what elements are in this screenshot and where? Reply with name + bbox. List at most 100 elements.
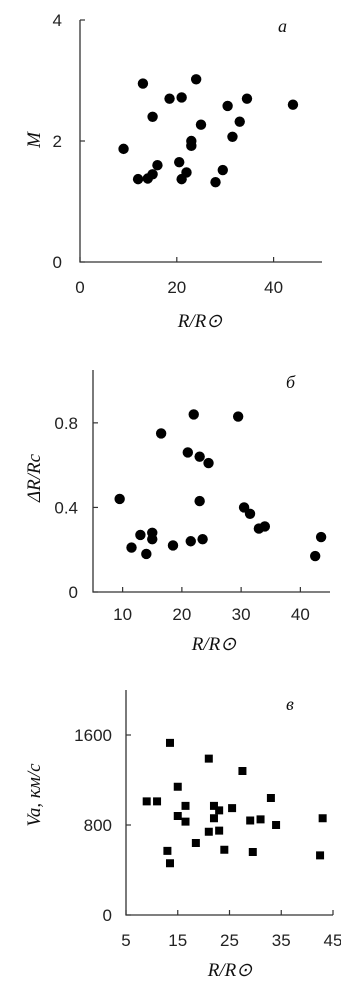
y-tick-label: 2 [53,132,62,151]
data-point [210,176,221,188]
data-point [182,447,193,458]
data-point [142,797,151,806]
data-point [316,851,325,860]
data-point [186,135,197,147]
panel-b-y-ticks: 0 0.4 0.8 [54,414,98,602]
x-tick-label: 25 [220,931,239,950]
panel-c-axes [125,690,333,916]
y-tick-label: 4 [53,11,62,30]
x-tick-label: 35 [272,931,291,950]
data-point [204,827,213,836]
y-tick-label: 0 [103,906,112,925]
data-point [315,531,327,543]
data-point [173,782,182,791]
data-point [215,826,224,835]
data-point [248,848,257,856]
data-point [141,548,152,560]
data-point [181,167,192,178]
data-point [164,93,175,104]
y-tick-label: 800 [84,816,112,835]
data-point [126,542,137,553]
data-point [176,92,187,103]
data-point [259,521,271,532]
data-point [209,801,218,810]
data-point [272,821,281,829]
panel-c-x-label: R/R⊙ [207,960,252,981]
panel-b-y-label: ΔR/Rc [24,453,45,503]
x-tick-label: 30 [232,605,251,624]
data-point [209,814,218,823]
data-point [132,173,144,185]
data-point [174,156,185,168]
x-tick-label: 40 [264,278,283,297]
data-point [167,540,179,551]
x-tick-label: 10 [113,605,132,624]
data-point [203,457,214,469]
data-point [232,411,244,422]
panel-b: 0 0.4 0.8 10 20 30 40 б ΔR/Rc R/R⊙ [24,370,330,655]
data-point [185,536,196,547]
panel-b-x-label: R/R⊙ [191,634,236,655]
data-point [147,111,158,123]
y-tick-label: 0.8 [54,414,78,433]
panel-a-x-label: R/R⊙ [177,311,222,332]
data-point [163,846,172,855]
data-point [287,99,299,110]
panel-b-points [114,409,327,562]
y-tick-label: 0 [53,253,62,272]
x-tick-label: 15 [168,931,187,950]
y-tick-label: 0.4 [54,498,78,517]
y-tick-label: 1600 [74,726,112,745]
x-tick-label: 0 [75,278,84,297]
data-point [153,797,162,806]
panel-a-y-label: M [24,131,45,149]
data-point [228,804,237,813]
data-point [191,839,200,847]
data-point [246,816,255,825]
data-point [190,74,202,85]
panel-a-points [118,74,299,188]
panel-c-x-ticks: 5 15 25 35 45 [121,910,341,950]
data-point [173,812,182,820]
data-point [217,164,228,176]
x-tick-label: 20 [172,605,191,624]
panel-c-points [142,738,327,868]
data-point [135,529,146,541]
data-point [147,527,158,538]
data-point [194,451,205,462]
data-point [244,508,256,519]
data-point [197,533,208,545]
panel-c: 0 800 1600 5 15 25 35 45 в Va, км/с R/R⊙ [24,690,341,981]
data-point [266,794,275,802]
data-point [114,493,125,505]
data-point [118,143,129,155]
data-point [222,100,233,112]
data-point [188,409,199,420]
data-point [204,754,213,763]
panel-a-letter: а [278,16,287,36]
data-point [195,119,207,130]
data-point [238,767,247,775]
data-point [165,859,174,868]
x-tick-label: 45 [324,931,341,950]
data-point [194,495,205,507]
panel-c-letter: в [286,694,294,714]
data-point [215,806,224,815]
data-point [227,131,238,142]
panel-c-y-ticks: 0 800 1600 [74,726,131,925]
data-point [181,817,190,826]
data-point [165,738,174,747]
panel-b-x-ticks: 10 20 30 40 [113,587,310,624]
data-point [309,550,321,562]
data-point [256,815,265,824]
panel-b-letter: б [286,372,296,392]
data-point [241,93,253,104]
panel-a-x-ticks: 0 20 40 [75,257,283,297]
data-point [234,116,245,127]
x-tick-label: 20 [167,278,186,297]
data-point [220,845,229,854]
x-tick-label: 40 [291,605,310,624]
data-point [318,814,327,823]
x-tick-label: 5 [121,931,130,950]
